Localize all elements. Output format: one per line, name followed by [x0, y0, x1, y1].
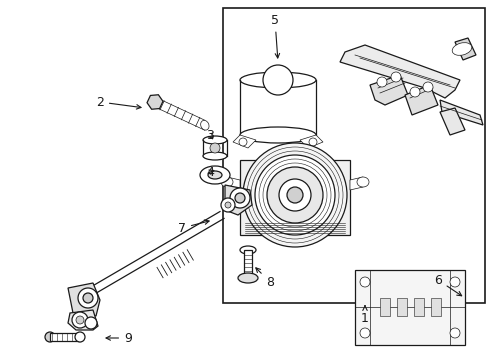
Circle shape [221, 198, 235, 212]
Ellipse shape [240, 274, 256, 282]
Polygon shape [455, 38, 476, 60]
Polygon shape [350, 177, 363, 190]
Polygon shape [440, 108, 465, 135]
Circle shape [279, 179, 311, 211]
Text: 9: 9 [106, 332, 132, 345]
Ellipse shape [200, 166, 230, 184]
Circle shape [83, 293, 93, 303]
Text: 6: 6 [434, 274, 462, 296]
Polygon shape [340, 45, 460, 98]
Polygon shape [300, 135, 323, 148]
Circle shape [235, 193, 245, 203]
Bar [431, 298, 441, 316]
Ellipse shape [357, 177, 369, 187]
Polygon shape [233, 135, 256, 148]
Circle shape [450, 328, 460, 338]
Polygon shape [68, 283, 100, 316]
Circle shape [225, 202, 231, 208]
Ellipse shape [208, 171, 222, 179]
Circle shape [287, 187, 303, 203]
Circle shape [210, 143, 220, 153]
Circle shape [391, 72, 401, 82]
Polygon shape [240, 160, 350, 235]
Circle shape [263, 65, 293, 95]
Circle shape [255, 155, 335, 235]
Circle shape [377, 77, 387, 87]
Circle shape [72, 312, 88, 328]
Ellipse shape [203, 136, 227, 144]
Ellipse shape [240, 127, 316, 143]
Polygon shape [370, 75, 408, 105]
Circle shape [78, 288, 98, 308]
Ellipse shape [240, 246, 256, 254]
Text: 4: 4 [206, 166, 214, 179]
Ellipse shape [240, 72, 316, 88]
Bar [50, 333, 80, 341]
Ellipse shape [203, 152, 227, 160]
Text: 1: 1 [361, 306, 369, 324]
Text: 7: 7 [178, 220, 209, 234]
Polygon shape [68, 310, 98, 330]
Circle shape [309, 138, 317, 146]
Ellipse shape [238, 273, 258, 283]
Circle shape [230, 188, 250, 208]
Circle shape [85, 317, 97, 329]
Ellipse shape [200, 120, 209, 130]
Circle shape [243, 143, 347, 247]
Circle shape [410, 87, 420, 97]
Circle shape [76, 316, 84, 324]
Ellipse shape [452, 42, 472, 55]
Polygon shape [225, 185, 252, 215]
Polygon shape [405, 85, 438, 115]
Ellipse shape [75, 332, 85, 342]
Bar [380, 298, 390, 316]
Circle shape [360, 277, 370, 287]
Ellipse shape [221, 177, 233, 187]
Polygon shape [227, 177, 240, 190]
Bar [244, 250, 252, 278]
Circle shape [450, 277, 460, 287]
Bar [223, 8, 485, 303]
Ellipse shape [45, 332, 55, 342]
Polygon shape [440, 100, 483, 125]
Text: 5: 5 [271, 14, 280, 58]
Bar [397, 298, 407, 316]
Text: 8: 8 [256, 268, 274, 288]
Text: 2: 2 [96, 95, 141, 109]
Circle shape [423, 82, 433, 92]
Circle shape [239, 138, 247, 146]
Text: 3: 3 [206, 129, 214, 141]
Polygon shape [147, 95, 163, 109]
Bar [355, 270, 465, 345]
Circle shape [360, 328, 370, 338]
Bar [414, 298, 424, 316]
Circle shape [267, 167, 323, 223]
